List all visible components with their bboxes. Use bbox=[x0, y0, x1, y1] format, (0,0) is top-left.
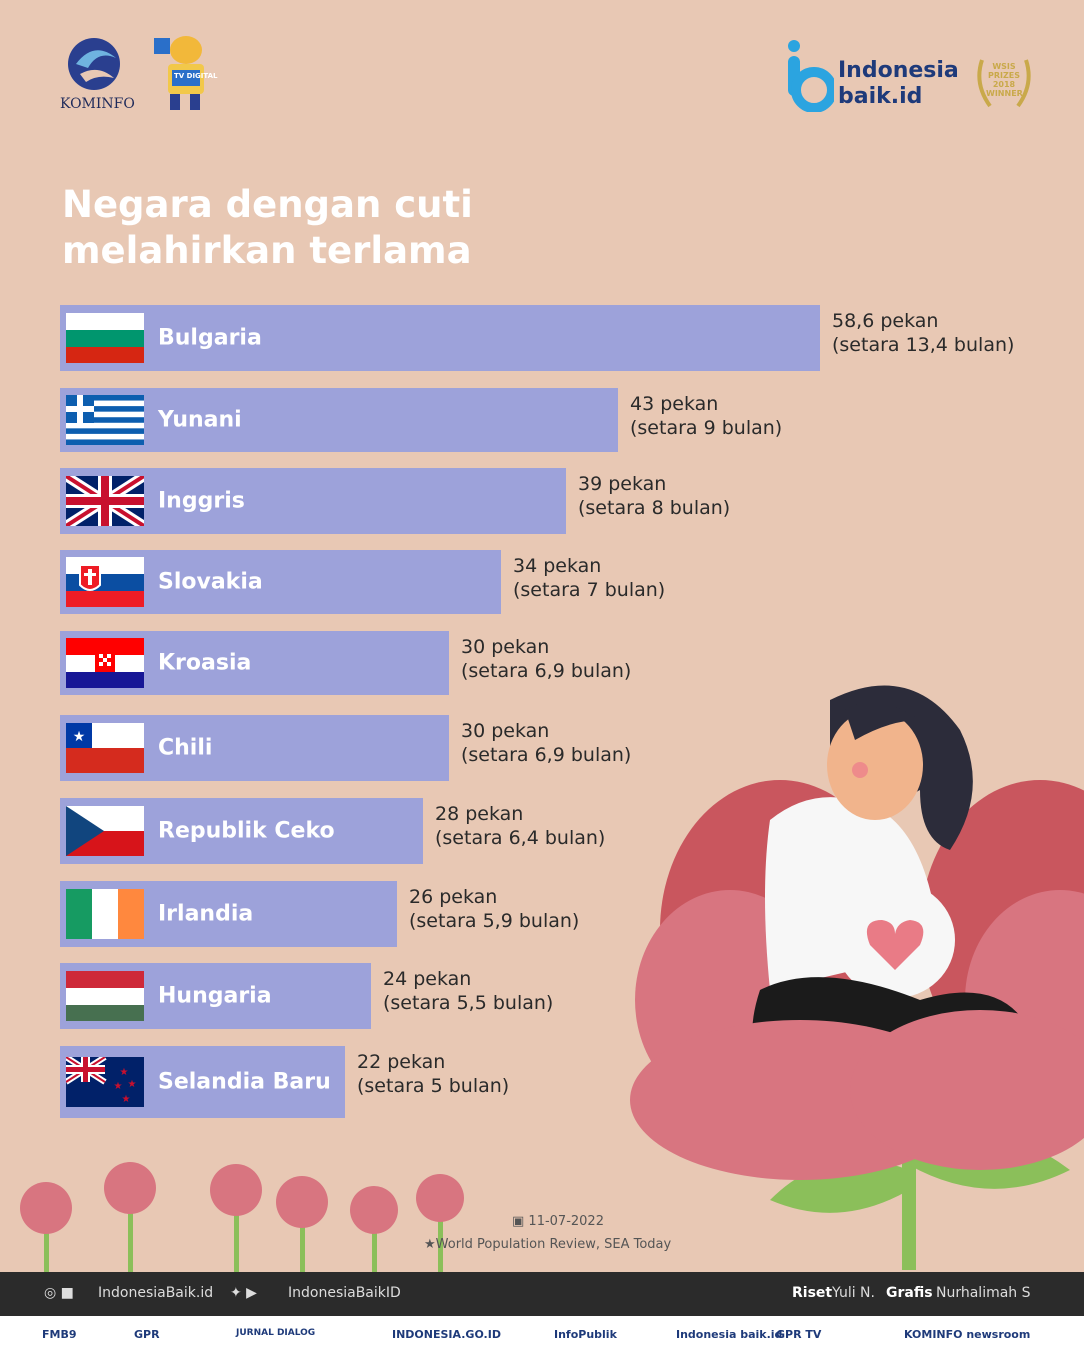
flag-icon bbox=[66, 313, 144, 363]
wsis-award-icon bbox=[977, 59, 1031, 108]
svg-text:★: ★ bbox=[114, 1081, 123, 1092]
riset-name: Yuli N. bbox=[832, 1285, 875, 1301]
value-label-weeks: 34 pekan bbox=[513, 555, 602, 577]
partner-logo[interactable]: FMB9 bbox=[42, 1328, 77, 1341]
flag-icon bbox=[66, 557, 144, 607]
grafis-name: Nurhalimah S bbox=[936, 1285, 1031, 1301]
value-label: 28 pekan (setara 6,4 bulan) bbox=[435, 802, 605, 850]
value-label: 26 pekan (setara 5,9 bulan) bbox=[409, 885, 579, 933]
mascot-label: TV DIGITAL bbox=[174, 72, 218, 80]
svg-text:★: ★ bbox=[120, 1067, 129, 1078]
value-label-months: (setara 6,4 bulan) bbox=[435, 827, 606, 849]
partner-logo[interactable]: Indonesia baik.id bbox=[676, 1328, 783, 1341]
chart-title: Negara dengan cuti melahirkan terlama bbox=[62, 183, 473, 272]
partner-logo[interactable]: InfoPublik bbox=[554, 1328, 617, 1341]
value-label-months: (setara 5,9 bulan) bbox=[409, 910, 580, 932]
value-label: 58,6 pekan (setara 13,4 bulan) bbox=[832, 309, 1014, 357]
instagram-facebook-icon[interactable]: ◎ ■ bbox=[44, 1285, 74, 1301]
partner-logo[interactable]: INDONESIA.GO.ID bbox=[392, 1328, 501, 1341]
flag-icon bbox=[66, 889, 144, 939]
source-reference: ★World Population Review, SEA Today bbox=[424, 1237, 672, 1252]
brand-name: Indonesia baik.id bbox=[838, 58, 959, 109]
riset-label: Riset bbox=[792, 1285, 833, 1301]
value-label-months: (setara 6,9 bulan) bbox=[461, 660, 632, 682]
country-label: Chili bbox=[158, 735, 213, 761]
small-flowers-icon bbox=[20, 1162, 464, 1272]
footer-partners: FMB9 GPR JURNAL DIALOG INDONESIA.GO.ID I… bbox=[0, 1316, 1084, 1360]
partner-logo[interactable]: GPR TV bbox=[776, 1328, 822, 1341]
value-label: 30 pekan (setara 6,9 bulan) bbox=[461, 719, 631, 767]
svg-text:★: ★ bbox=[122, 1094, 131, 1105]
country-label: Yunani bbox=[158, 407, 242, 433]
value-label-weeks: 24 pekan bbox=[383, 968, 472, 990]
award-text: WSIS PRIZES 2018 WINNER bbox=[986, 62, 1023, 98]
mascot-icon bbox=[154, 36, 204, 110]
value-label-months: (setara 13,4 bulan) bbox=[832, 334, 1015, 356]
value-label: 24 pekan (setara 5,5 bulan) bbox=[383, 967, 553, 1015]
partner-logo[interactable]: JURNAL DIALOG bbox=[236, 1328, 316, 1338]
value-label-weeks: 43 pekan bbox=[630, 393, 719, 415]
value-label-months: (setara 9 bulan) bbox=[630, 417, 783, 439]
value-label: 39 pekan (setara 8 bulan) bbox=[578, 472, 730, 520]
partner-logo[interactable]: GPR bbox=[134, 1328, 160, 1341]
value-label-weeks: 39 pekan bbox=[578, 473, 667, 495]
flag-icon bbox=[66, 395, 144, 445]
bar bbox=[60, 388, 618, 452]
pin-icon: ★ bbox=[424, 1237, 436, 1252]
country-label: Bulgaria bbox=[158, 325, 262, 351]
value-label-weeks: 30 pekan bbox=[461, 636, 550, 658]
value-label: 34 pekan (setara 7 bulan) bbox=[513, 554, 665, 602]
flag-icon bbox=[66, 638, 144, 688]
value-label-weeks: 22 pekan bbox=[357, 1051, 446, 1073]
header: KOMINFO TV DIGITAL Indonesia baik.id WSI… bbox=[0, 0, 1084, 150]
mother-illustration-icon bbox=[630, 685, 1084, 1270]
flag-icon bbox=[66, 806, 144, 856]
flag-icon: ★ ★ ★ ★ bbox=[66, 1057, 144, 1107]
footer-social: ◎ ■ IndonesiaBaik.id ✦ ▶ IndonesiaBaikID… bbox=[0, 1272, 1084, 1316]
value-label-months: (setara 6,9 bulan) bbox=[461, 744, 632, 766]
bar bbox=[60, 305, 820, 371]
value-label-weeks: 28 pekan bbox=[435, 803, 524, 825]
value-label-months: (setara 7 bulan) bbox=[513, 579, 666, 601]
flag-icon: ★ bbox=[66, 723, 144, 773]
bar bbox=[60, 468, 566, 534]
value-label-months: (setara 5,5 bulan) bbox=[383, 992, 554, 1014]
svg-text:★: ★ bbox=[128, 1079, 137, 1090]
partner-logo[interactable]: KOMINFO newsroom bbox=[904, 1328, 1031, 1341]
kominfo-logo-icon bbox=[68, 38, 120, 90]
twitter-youtube-icon[interactable]: ✦ ▶ bbox=[230, 1285, 257, 1301]
flag-icon bbox=[66, 971, 144, 1021]
source-date: ▣ 11-07-2022 bbox=[512, 1214, 604, 1229]
value-label: 43 pekan (setara 9 bulan) bbox=[630, 392, 782, 440]
calendar-icon: ▣ bbox=[512, 1214, 529, 1229]
country-label: Slovakia bbox=[158, 569, 263, 595]
flag-icon bbox=[66, 476, 144, 526]
country-label: Irlandia bbox=[158, 901, 254, 927]
value-label: 22 pekan (setara 5 bulan) bbox=[357, 1050, 509, 1098]
country-label: Hungaria bbox=[158, 983, 272, 1009]
social-handle-2[interactable]: IndonesiaBaikID bbox=[288, 1285, 401, 1301]
indonesiabaik-logo-icon bbox=[788, 40, 834, 112]
grafis-label: Grafis bbox=[886, 1285, 933, 1301]
value-label-months: (setara 8 bulan) bbox=[578, 497, 731, 519]
value-label-weeks: 58,6 pekan bbox=[832, 310, 939, 332]
kominfo-label: KOMINFO bbox=[60, 96, 135, 112]
svg-text:★: ★ bbox=[73, 729, 86, 745]
country-label: Selandia Baru bbox=[158, 1069, 331, 1095]
value-label: 30 pekan (setara 6,9 bulan) bbox=[461, 635, 631, 683]
country-label: Kroasia bbox=[158, 650, 252, 676]
value-label-weeks: 30 pekan bbox=[461, 720, 550, 742]
value-label-weeks: 26 pekan bbox=[409, 886, 498, 908]
country-label: Inggris bbox=[158, 488, 245, 514]
country-label: Republik Ceko bbox=[158, 818, 335, 844]
value-label-months: (setara 5 bulan) bbox=[357, 1075, 510, 1097]
social-handle-1[interactable]: IndonesiaBaik.id bbox=[98, 1285, 214, 1301]
